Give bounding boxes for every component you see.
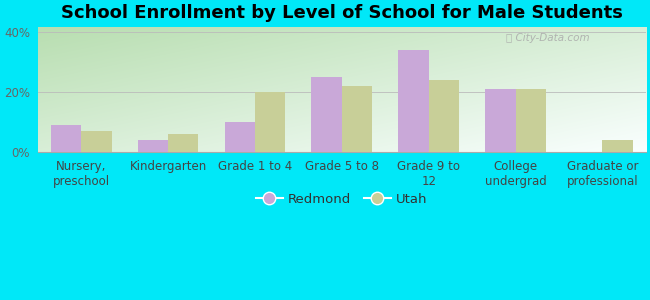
- Bar: [224, 122, 255, 152]
- Bar: [51, 125, 81, 152]
- Bar: [515, 89, 546, 152]
- Bar: [485, 89, 515, 152]
- Bar: [603, 140, 633, 152]
- Bar: [168, 134, 198, 152]
- Title: School Enrollment by Level of School for Male Students: School Enrollment by Level of School for…: [61, 4, 623, 22]
- Bar: [255, 92, 285, 152]
- Bar: [311, 77, 342, 152]
- Bar: [81, 131, 112, 152]
- Bar: [429, 80, 459, 152]
- Bar: [138, 140, 168, 152]
- Bar: [398, 50, 429, 152]
- Legend: Redmond, Utah: Redmond, Utah: [251, 188, 433, 211]
- Text: ⓘ City-Data.com: ⓘ City-Data.com: [506, 33, 590, 43]
- Bar: [342, 86, 372, 152]
